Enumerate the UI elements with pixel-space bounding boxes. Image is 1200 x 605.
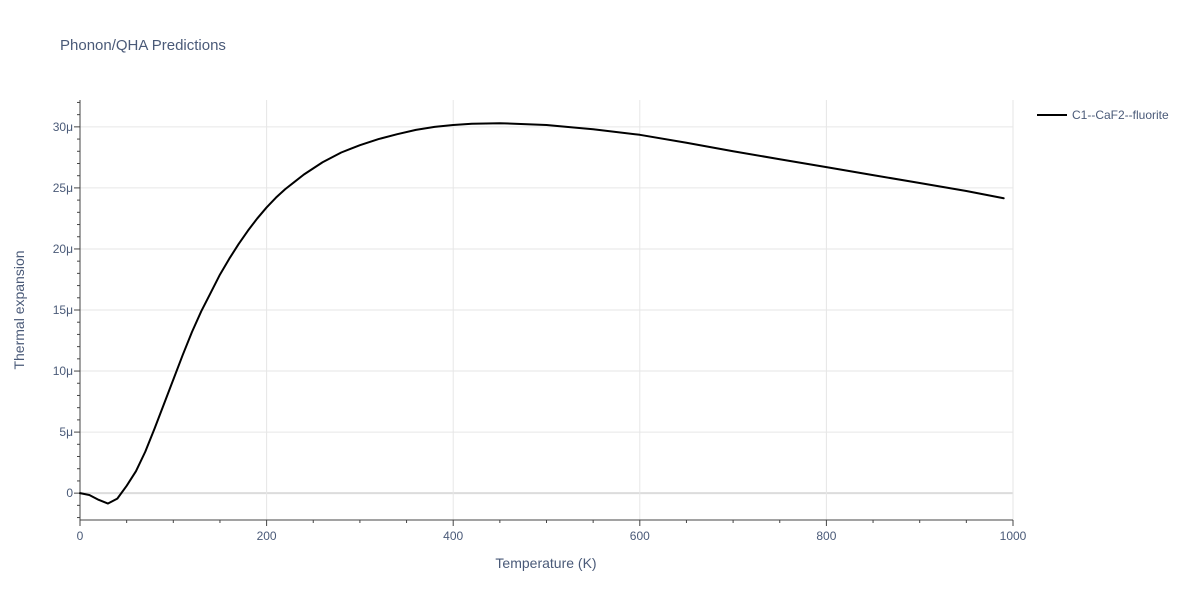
x-axis-label: Temperature (K) (495, 555, 596, 571)
series-line[interactable] (79, 122, 1005, 505)
y-tick-label: 10μ (53, 364, 73, 378)
axes: 0 5μ 10μ 15μ 20μ 25μ 30μ 0 200 400 600 800 1000 (53, 100, 1027, 543)
y-tick-label: 15μ (53, 303, 73, 317)
chart-title: Phonon/QHA Predictions (60, 37, 226, 54)
x-tick-label: 800 (816, 529, 836, 543)
x-tick-label: 1000 (1000, 529, 1027, 543)
legend[interactable]: C1--CaF2--fluorite (1037, 108, 1169, 122)
y-tick-label: 5μ (59, 425, 73, 439)
y-axis-label: Thermal expansion (11, 250, 27, 369)
x-tick-label: 200 (257, 529, 277, 543)
legend-label: C1--CaF2--fluorite (1072, 108, 1169, 122)
grid-lines (80, 100, 1014, 520)
x-tick-label: 600 (630, 529, 650, 543)
x-tick-label: 0 (77, 529, 84, 543)
series-layer (79, 122, 1005, 505)
y-tick-label: 0 (66, 486, 73, 500)
y-tick-label: 30μ (53, 120, 73, 134)
x-tick-label: 400 (443, 529, 463, 543)
y-tick-label: 25μ (53, 181, 73, 195)
y-tick-label: 20μ (53, 242, 73, 256)
